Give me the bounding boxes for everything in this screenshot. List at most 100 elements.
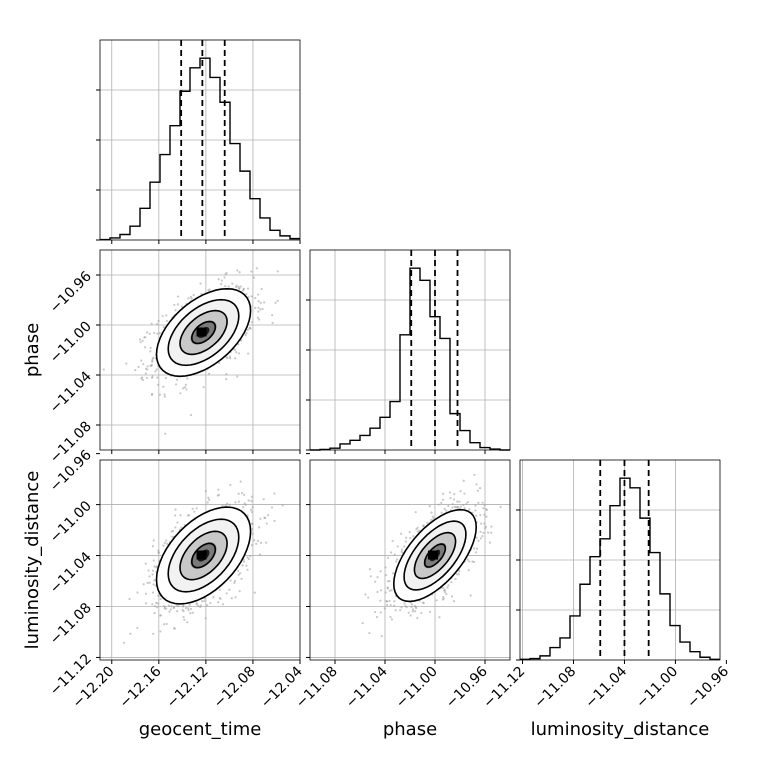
sample-point xyxy=(136,591,139,594)
sample-point xyxy=(255,267,258,270)
sample-point xyxy=(409,537,412,540)
sample-point xyxy=(266,514,270,517)
sample-point xyxy=(153,605,157,608)
sample-point xyxy=(239,572,242,575)
sample-point xyxy=(167,604,170,607)
sample-point xyxy=(458,570,461,573)
x-tick-label: −12.08 xyxy=(211,664,259,712)
sample-point xyxy=(179,392,182,395)
sample-point xyxy=(388,589,391,592)
sample-point xyxy=(251,522,254,525)
sample-point xyxy=(446,586,449,589)
sample-point xyxy=(170,530,173,533)
sample-point xyxy=(189,295,192,298)
sample-point xyxy=(463,492,466,495)
sample-point xyxy=(204,617,207,620)
sample-point xyxy=(276,270,279,273)
contour-line-3 xyxy=(190,320,217,345)
sample-point xyxy=(405,605,408,609)
sample-point xyxy=(217,601,220,604)
sample-point xyxy=(471,560,474,563)
sample-point xyxy=(234,501,237,504)
sample-point xyxy=(233,348,237,351)
sample-point xyxy=(150,322,153,325)
sample-point xyxy=(257,300,260,303)
sample-point xyxy=(484,527,487,530)
histogram-step-phase xyxy=(310,267,510,451)
sample-point xyxy=(152,539,155,542)
sample-point xyxy=(228,355,231,358)
x-tick-label: −11.04 xyxy=(343,663,391,711)
sample-point xyxy=(236,375,239,378)
sample-point xyxy=(479,513,482,517)
sample-point xyxy=(251,510,254,514)
sample-point xyxy=(390,589,393,592)
sample-point xyxy=(451,503,454,506)
sample-point xyxy=(400,606,403,609)
x-axis-label-phase: phase xyxy=(383,719,437,740)
sample-point xyxy=(163,395,166,398)
sample-point xyxy=(468,508,471,511)
sample-point xyxy=(202,385,205,389)
sample-point xyxy=(383,607,386,610)
sample-point xyxy=(203,599,206,603)
sample-point xyxy=(206,501,209,504)
sample-point xyxy=(182,615,185,619)
sample-point xyxy=(238,590,241,593)
sample-point xyxy=(224,284,227,288)
sample-point xyxy=(465,502,468,505)
sample-point xyxy=(468,560,471,563)
sample-point xyxy=(224,504,227,507)
sample-point xyxy=(162,385,165,388)
sample-point xyxy=(483,513,486,516)
sample-point xyxy=(384,574,388,577)
sample-point xyxy=(246,556,249,559)
sample-point xyxy=(236,269,239,272)
sample-point xyxy=(459,490,462,493)
sample-point xyxy=(177,605,180,608)
sample-point xyxy=(249,508,253,511)
sample-point xyxy=(385,600,389,603)
sample-point xyxy=(256,316,260,319)
sample-point xyxy=(237,352,241,355)
contour-line-3 xyxy=(423,543,447,568)
peak-bin xyxy=(428,550,438,560)
sample-point xyxy=(389,603,392,607)
sample-point xyxy=(254,306,257,310)
sample-point xyxy=(148,575,151,578)
panel-ticks-2-1: −11.08 −11.04 −11.00 −10.96 xyxy=(293,453,491,712)
sample-point xyxy=(206,604,209,607)
sample-point xyxy=(389,615,392,619)
sample-point xyxy=(189,612,192,615)
contour-line-0 xyxy=(155,506,252,605)
sample-point xyxy=(199,604,203,607)
sample-point xyxy=(245,564,248,567)
sample-point xyxy=(182,610,185,613)
contour-content xyxy=(361,473,502,638)
x-tick-label: −11.00 xyxy=(393,664,441,712)
x-tick-label: −11.00 xyxy=(633,664,681,712)
panel-frame-luminosity_distance xyxy=(519,459,721,661)
y-axis-label-luminosity_distance: luminosity_distance xyxy=(22,471,43,650)
sample-point xyxy=(374,611,377,614)
sample-point xyxy=(475,483,478,486)
contour-line-0 xyxy=(392,508,478,603)
sample-point xyxy=(176,303,180,306)
sample-point xyxy=(438,616,441,619)
sample-point xyxy=(475,547,479,550)
sample-point xyxy=(151,569,155,572)
sample-point xyxy=(193,510,196,513)
sample-point xyxy=(220,279,224,282)
sample-point xyxy=(225,271,228,275)
panel-ticks-1-1 xyxy=(334,450,486,454)
sample-point xyxy=(485,515,488,518)
sample-point xyxy=(368,567,372,571)
sample-point xyxy=(195,507,198,510)
sample-point xyxy=(379,589,383,592)
sample-point xyxy=(257,310,260,313)
sample-point xyxy=(404,540,407,543)
sample-point xyxy=(228,503,231,506)
sample-point xyxy=(259,517,262,520)
sample-point xyxy=(179,514,182,517)
sample-point xyxy=(255,542,258,545)
